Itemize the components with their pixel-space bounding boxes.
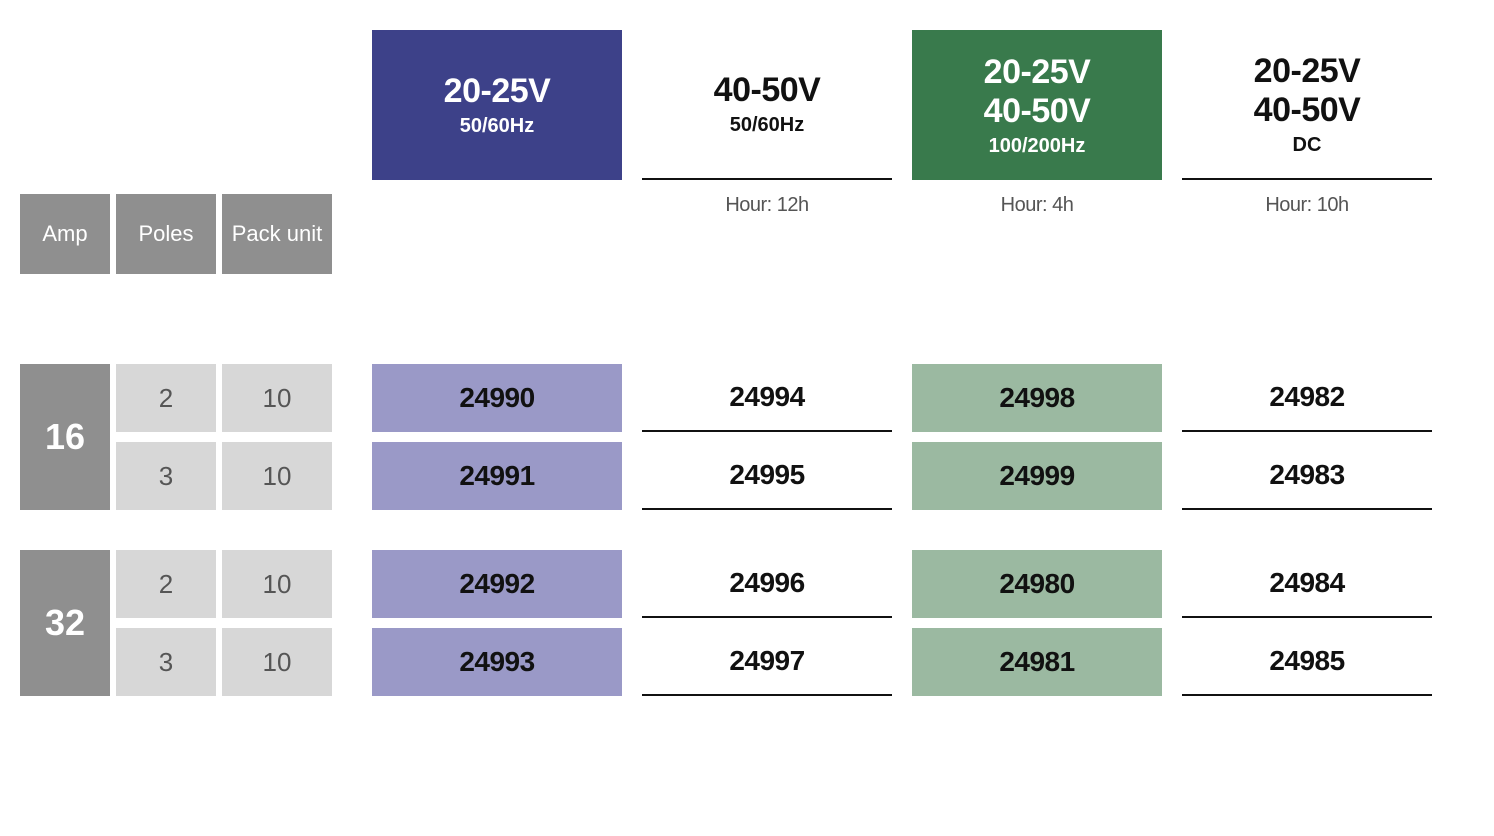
group-16: 16 2 10 24990 24994 24998 24982 3 10 249…: [20, 364, 1432, 510]
value-cell: 24994: [642, 364, 892, 432]
poles-cell: 2: [116, 550, 216, 618]
value-cell: 24985: [1182, 628, 1432, 696]
table-row: 2 10 24990 24994 24998 24982: [116, 364, 1432, 432]
value-cell: 24998: [912, 364, 1162, 432]
voltage-line2: 40-50V: [984, 92, 1091, 131]
pack-cell: 10: [222, 628, 332, 696]
value-cell: 24981: [912, 628, 1162, 696]
voltage-sub: 50/60Hz: [460, 115, 535, 138]
table-row: 3 10 24991 24995 24999 24983: [116, 442, 1432, 510]
col-header-pack: Pack unit: [222, 194, 332, 274]
voltage-line1: 20-25V: [984, 53, 1091, 92]
header-labels-row: Amp Poles Pack unit Hour: 12h Hour: 4h H…: [20, 194, 1432, 274]
voltage-line2: 40-50V: [1254, 91, 1361, 130]
value-cell: 24997: [642, 628, 892, 696]
value-cell: 24995: [642, 442, 892, 510]
voltage-line1: 20-25V: [444, 72, 551, 111]
value-cell: 24991: [372, 442, 622, 510]
hour-cell-c2: Hour: 12h: [642, 194, 892, 274]
voltage-header-c3: 20-25V 40-50V 100/200Hz: [912, 30, 1162, 180]
voltage-header-c2: 40-50V 50/60Hz: [642, 30, 892, 180]
hour-cell-c1: [372, 194, 622, 274]
value-cell: 24982: [1182, 364, 1432, 432]
value-cell: 24996: [642, 550, 892, 618]
voltage-header-c4: 20-25V 40-50V DC: [1182, 30, 1432, 180]
poles-cell: 3: [116, 442, 216, 510]
voltage-sub: 50/60Hz: [730, 114, 805, 137]
amp-cell: 16: [20, 364, 110, 510]
poles-cell: 2: [116, 364, 216, 432]
voltage-line1: 40-50V: [714, 71, 821, 110]
table-row: 2 10 24992 24996 24980 24984: [116, 550, 1432, 618]
value-cell: 24984: [1182, 550, 1432, 618]
col-header-poles: Poles: [116, 194, 216, 274]
value-cell: 24980: [912, 550, 1162, 618]
header-voltage-row: 20-25V 50/60Hz 40-50V 50/60Hz 20-25V 40-…: [20, 30, 1432, 180]
hour-cell-c3: Hour: 4h: [912, 194, 1162, 274]
table-row: 3 10 24993 24997 24981 24985: [116, 628, 1432, 696]
voltage-sub: 100/200Hz: [989, 135, 1086, 158]
pack-cell: 10: [222, 442, 332, 510]
value-cell: 24992: [372, 550, 622, 618]
pack-cell: 10: [222, 364, 332, 432]
value-cell: 24999: [912, 442, 1162, 510]
amp-cell: 32: [20, 550, 110, 696]
voltage-header-c1: 20-25V 50/60Hz: [372, 30, 622, 180]
voltage-sub: DC: [1293, 134, 1322, 157]
product-table: 20-25V 50/60Hz 40-50V 50/60Hz 20-25V 40-…: [20, 30, 1432, 696]
group-32: 32 2 10 24992 24996 24980 24984 3 10 249…: [20, 550, 1432, 696]
pack-cell: 10: [222, 550, 332, 618]
value-cell: 24993: [372, 628, 622, 696]
hour-cell-c4: Hour: 10h: [1182, 194, 1432, 274]
voltage-line1: 20-25V: [1254, 52, 1361, 91]
poles-cell: 3: [116, 628, 216, 696]
col-header-amp: Amp: [20, 194, 110, 274]
value-cell: 24983: [1182, 442, 1432, 510]
value-cell: 24990: [372, 364, 622, 432]
